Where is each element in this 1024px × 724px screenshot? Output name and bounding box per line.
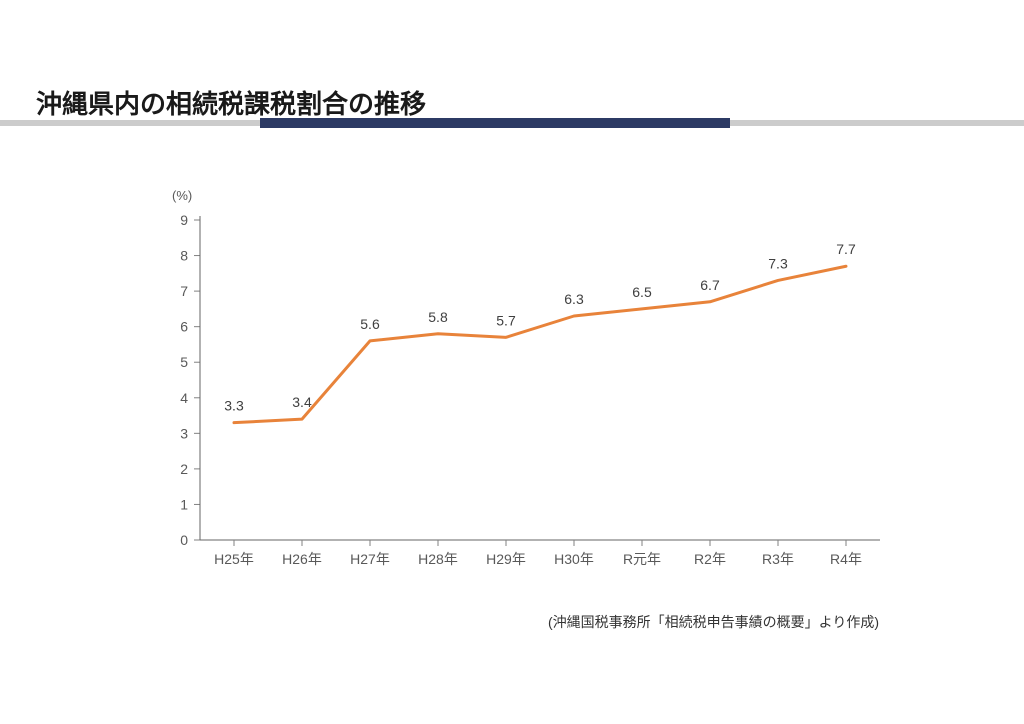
y-tick-label: 8 <box>180 248 188 264</box>
data-label: 5.7 <box>496 312 516 328</box>
page-title: 沖縄県内の相続税課税割合の推移 <box>36 84 426 121</box>
data-label: 3.4 <box>292 394 312 410</box>
x-tick-label: R2年 <box>694 551 726 567</box>
y-tick-label: 7 <box>180 283 188 299</box>
data-label: 6.3 <box>564 291 584 307</box>
y-tick-label: 1 <box>180 496 188 512</box>
series-line <box>234 266 846 422</box>
data-label: 7.3 <box>768 255 788 271</box>
x-tick-label: R元年 <box>623 551 661 567</box>
x-tick-label: H27年 <box>350 551 390 567</box>
title-underline-navy <box>260 118 730 128</box>
source-caption: (沖縄国税事務所「相続税申告事績の概要」より作成) <box>548 612 879 632</box>
y-axis-unit: (%) <box>172 188 192 203</box>
y-tick-label: 9 <box>180 212 188 228</box>
y-tick-label: 4 <box>180 390 188 406</box>
x-tick-label: H28年 <box>418 551 458 567</box>
data-label: 7.7 <box>836 241 856 257</box>
x-tick-label: R4年 <box>830 551 862 567</box>
data-label: 6.5 <box>632 284 652 300</box>
x-tick-label: H26年 <box>282 551 322 567</box>
y-tick-label: 0 <box>180 532 188 548</box>
x-tick-label: H25年 <box>214 551 254 567</box>
x-tick-label: H30年 <box>554 551 594 567</box>
y-tick-label: 5 <box>180 354 188 370</box>
x-tick-label: R3年 <box>762 551 794 567</box>
data-label: 5.8 <box>428 309 448 325</box>
data-label: 5.6 <box>360 316 380 332</box>
x-tick-label: H29年 <box>486 551 526 567</box>
page-root: 沖縄県内の相続税課税割合の推移 0 1 2 3 4 5 6 7 8 9 (%) H25年 H26年 H27… <box>0 0 1024 724</box>
data-label: 6.7 <box>700 277 720 293</box>
y-tick-label: 6 <box>180 319 188 335</box>
data-label: 3.3 <box>224 398 244 414</box>
line-chart: 0 1 2 3 4 5 6 7 8 9 (%) H25年 H26年 H27年 H28年 H29年 H30年 R元年… <box>150 180 930 600</box>
y-tick-label: 3 <box>180 425 188 441</box>
title-underline <box>0 118 1024 128</box>
y-tick-label: 2 <box>180 461 188 477</box>
